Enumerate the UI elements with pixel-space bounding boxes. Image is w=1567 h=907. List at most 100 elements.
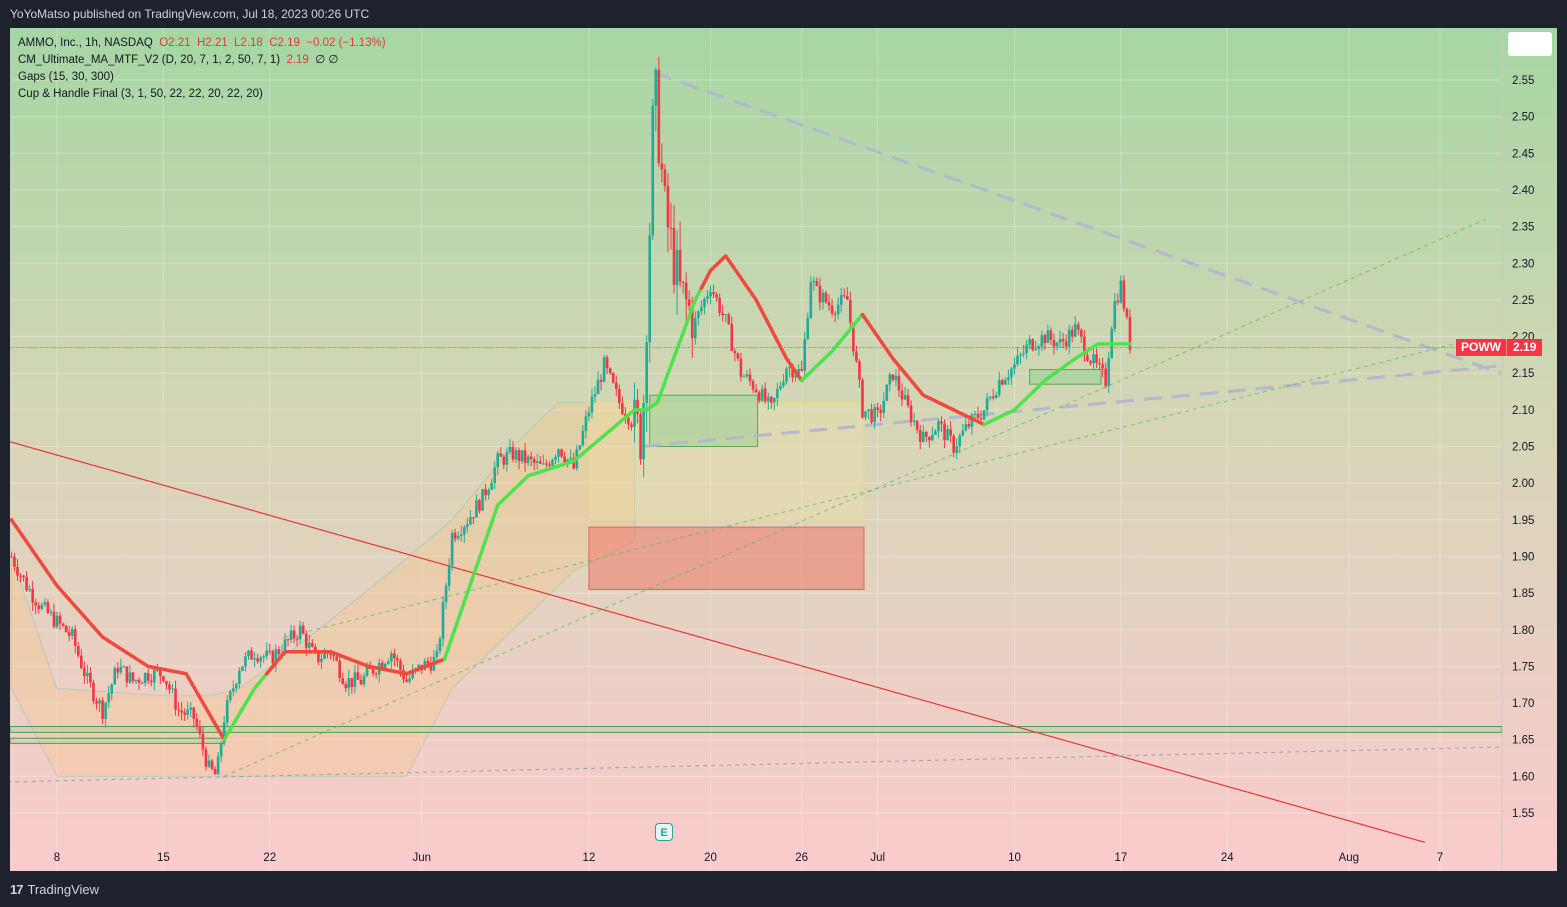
candle-body [268, 650, 272, 652]
candle-body [459, 534, 463, 536]
candle-body [152, 669, 156, 683]
indicator-ma-label: CM_Ultimate_MA_MTF_V2 (D, 20, 7, 1, 2, 5… [18, 54, 281, 66]
candle-body [362, 675, 366, 685]
moving-average-line [699, 254, 804, 383]
candle-body [101, 700, 104, 720]
candle-body [721, 312, 724, 316]
candle-body [426, 660, 430, 664]
candle-body [1046, 330, 1050, 344]
tradingview-brand[interactable]: 17 TradingView [10, 882, 99, 897]
candle-body [736, 353, 740, 359]
candle-body [1086, 355, 1089, 361]
candle-body [1022, 353, 1025, 355]
candle-body [934, 431, 937, 435]
candle-body [253, 658, 256, 660]
candle-body [1034, 348, 1038, 350]
candle-body [490, 482, 493, 490]
legend-indicator-gaps[interactable]: Gaps (15, 30, 300) [18, 69, 386, 86]
candle-body [365, 667, 369, 676]
gap-box [649, 394, 759, 448]
candle-body [715, 294, 718, 298]
candle-body [46, 602, 50, 613]
x-tick-label: 7 [1437, 852, 1443, 864]
candle-body [250, 650, 253, 660]
candle-body [344, 683, 348, 689]
chart-settings-box[interactable] [1508, 32, 1552, 56]
triangle-top-line [653, 71, 1502, 375]
candle-body [809, 282, 813, 318]
candle-body [885, 384, 889, 401]
candle-body [186, 709, 190, 715]
candle-body [548, 464, 551, 466]
candle-body [323, 652, 326, 659]
candle-body [839, 295, 843, 305]
candle-body [435, 650, 439, 658]
y-tick-label: 1.70 [1512, 698, 1534, 710]
candle-body [34, 602, 38, 606]
candle-body [496, 453, 500, 468]
footer-bar: 17 TradingView [0, 872, 1567, 907]
candle-body [636, 399, 639, 415]
candle-body [189, 707, 193, 710]
candle-body [219, 743, 223, 757]
support-band [10, 726, 1502, 733]
candle-body [216, 756, 220, 775]
y-tick-label: 1.65 [1512, 735, 1534, 747]
candle-body [931, 434, 934, 441]
candle-body [1070, 329, 1074, 337]
candle-body [1067, 329, 1071, 347]
candle-body [514, 450, 518, 460]
candle-body [785, 368, 788, 382]
candle-body [295, 638, 299, 640]
candle-body [657, 69, 661, 164]
candle-body [663, 169, 667, 187]
candle-body [779, 386, 782, 390]
candle-body [1083, 336, 1086, 356]
candle-body [675, 249, 679, 286]
earnings-icon[interactable]: E [655, 823, 673, 841]
candle-body [438, 638, 442, 651]
candle-body [964, 424, 968, 431]
moving-average-line [982, 342, 1132, 427]
candle-body [1010, 368, 1013, 378]
candle-body [408, 678, 411, 682]
candle-body [988, 396, 992, 399]
candle-body [858, 361, 861, 380]
candle-body [608, 368, 612, 374]
candle-body [794, 374, 797, 378]
candle-body [265, 650, 269, 657]
candle-body [380, 662, 384, 668]
candle-body [317, 652, 320, 663]
candle-body [703, 298, 706, 308]
candle-body [466, 524, 469, 528]
candle-body [1025, 344, 1028, 354]
price-axis[interactable] [1502, 28, 1557, 871]
candle-body [49, 611, 53, 613]
candle-body [350, 678, 354, 687]
candle-body [359, 679, 363, 685]
legend-indicator-ma[interactable]: CM_Ultimate_MA_MTF_V2 (D, 20, 7, 1, 2, 5… [18, 52, 386, 69]
candle-body [22, 575, 25, 578]
candle-body [587, 412, 591, 417]
candle-body [347, 678, 351, 689]
y-tick-label: 2.00 [1512, 478, 1534, 490]
candle-body [387, 661, 390, 664]
publish-info: YoYoMatso published on TradingView.com, … [10, 7, 370, 21]
candle-body [453, 532, 457, 539]
legend-open: O2.21 [159, 37, 191, 49]
candle-body [681, 281, 685, 283]
candle-body [566, 459, 569, 463]
candle-body [119, 666, 123, 673]
x-tick-label: Jun [412, 852, 431, 864]
candle-body [672, 227, 676, 286]
candle-body [1092, 354, 1095, 364]
legend-symbol-row[interactable]: AMMO, Inc., 1h, NASDAQ O2.21 H2.21 L2.18… [18, 35, 386, 52]
candle-body [888, 374, 892, 385]
candle-body [943, 423, 946, 441]
candle-body [581, 430, 585, 446]
candle-body [545, 463, 548, 465]
candle-body [1013, 364, 1016, 369]
candle-body [542, 463, 545, 465]
legend-indicator-cup[interactable]: Cup & Handle Final (3, 1, 50, 22, 22, 20… [18, 86, 386, 103]
